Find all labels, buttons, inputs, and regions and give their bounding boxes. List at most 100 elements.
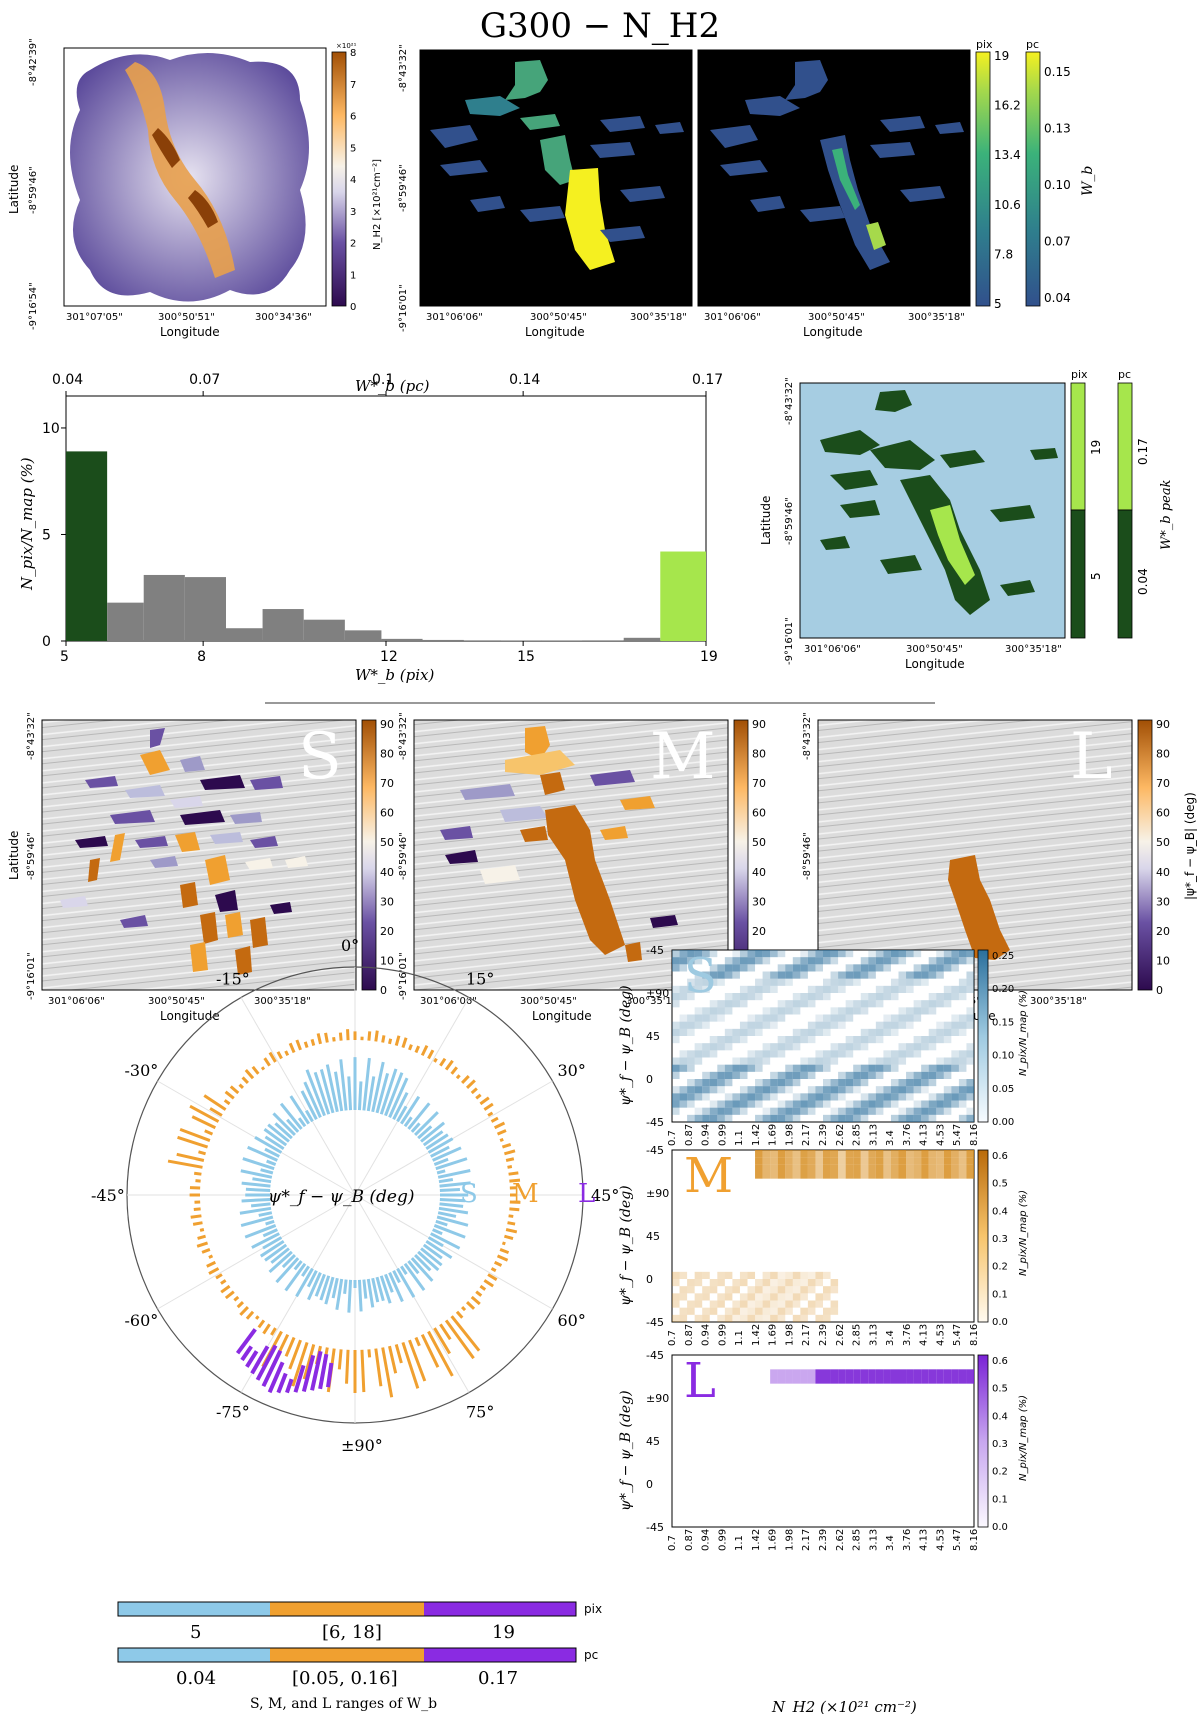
polar-bar-s-72 xyxy=(403,1116,413,1128)
histogram-top-tick-1: 0.07 xyxy=(189,372,220,388)
heatmap-0-cell xyxy=(694,1057,703,1065)
heatmap-0-ylabel: ψ*_f − ψ_B (deg) xyxy=(618,985,634,1106)
heatmap-0-cell xyxy=(823,1014,831,1022)
heatmap-2-cell xyxy=(906,1369,914,1377)
heatmap-1-cell xyxy=(936,1150,944,1158)
heatmap-0-cell xyxy=(921,1007,929,1015)
heatmap-2-cell xyxy=(815,1369,823,1377)
heatmap-0-cell xyxy=(838,978,846,986)
heatmap-1-cell xyxy=(702,1286,710,1294)
polar-bar-m-121 xyxy=(470,1295,481,1306)
polar-bar-s-77 xyxy=(420,1121,446,1143)
heatmap-0-cell xyxy=(785,978,793,986)
nh2-map-text: -8°42'39" -8°59'46" -9°16'54" Latitude 3… xyxy=(7,38,383,339)
sml-0-lon-tick-2: 300°35'18" xyxy=(254,996,311,1007)
heatmap-1-cell xyxy=(762,1164,771,1172)
heatmap-1-cell xyxy=(823,1157,831,1165)
heatmap-1-cell xyxy=(709,1279,718,1287)
heatmap-0-cell xyxy=(845,1086,854,1094)
heatmap-1-cell xyxy=(785,1271,793,1279)
heatmap-0-cell xyxy=(800,1064,808,1072)
polar-bar-s-39 xyxy=(264,1147,280,1158)
heatmap-1-cell xyxy=(853,1157,861,1165)
range-pc-l: 0.17 xyxy=(478,1668,518,1689)
polar-bar-m-79 xyxy=(414,1045,421,1054)
heatmap-0-cell xyxy=(679,985,688,993)
heatmap-0-cell xyxy=(694,1043,703,1051)
heatmap-2-cell xyxy=(928,1376,937,1384)
heatmap-0-cell xyxy=(853,1086,861,1094)
polar-bar-m-50 xyxy=(224,1090,235,1100)
heatmap-1-cell xyxy=(777,1150,786,1158)
polar-bar-l-12 xyxy=(240,1345,253,1362)
heatmap-0-cell xyxy=(883,1064,891,1072)
heatmap-0-cell xyxy=(943,1057,952,1065)
heatmap-0-cell xyxy=(838,1071,846,1079)
heatmap-1-cell xyxy=(845,1157,854,1165)
heatmap-0-cell xyxy=(921,1079,929,1087)
heatmap-0-cell xyxy=(777,964,786,972)
heatmap-0-xtick-6: 1.69 xyxy=(768,1124,779,1146)
heatmap-0-cell xyxy=(724,993,733,1001)
heatmap-2-ytick-0: -45 xyxy=(646,1349,664,1362)
heatmap-1-cell xyxy=(815,1300,823,1308)
heatmap-1-cell xyxy=(830,1279,839,1287)
polar-bar-m-12 xyxy=(270,1327,277,1336)
heatmap-0-cell xyxy=(906,1086,914,1094)
heatmap-0-cell xyxy=(958,1093,967,1101)
heatmap-0-cell xyxy=(687,1064,695,1072)
heatmap-0-cell xyxy=(770,1007,778,1015)
heatmap-0-cell xyxy=(709,1079,718,1087)
heatmap-0-cell xyxy=(739,1021,748,1029)
heatmap-0-cell xyxy=(928,1071,937,1079)
polar-bar-s-63 xyxy=(366,1076,376,1112)
heatmap-0-cell xyxy=(755,1028,763,1036)
heatmap-0-ytick-2: 45 xyxy=(646,1030,660,1043)
heatmap-0-cell xyxy=(913,1100,922,1108)
heatmap-1-cell xyxy=(755,1293,763,1301)
heatmap-1-cell xyxy=(898,1171,907,1179)
heatmap-0-cell xyxy=(762,1043,771,1051)
heatmap-0-cell xyxy=(906,1079,914,1087)
heatmap-0-cell xyxy=(921,1107,929,1115)
polar-bar-m-56 xyxy=(260,1066,266,1071)
heatmap-0-cell xyxy=(838,1079,846,1087)
heatmap-0-cell xyxy=(943,1100,952,1108)
heatmap-2-xtick-6: 1.69 xyxy=(768,1529,779,1551)
polar-bar-m-119 xyxy=(479,1284,487,1291)
polar-bar-m-6 xyxy=(302,1344,316,1380)
polar-bar-m-100 xyxy=(505,1157,515,1162)
heatmap-1-cell xyxy=(792,1286,801,1294)
heatmap-0-xtick-12: 3.13 xyxy=(868,1124,879,1146)
sml-label-l: L xyxy=(1070,720,1113,794)
heatmap-0-cell xyxy=(883,1021,891,1029)
heatmap-2-cell xyxy=(830,1376,839,1384)
range-pc-s: 0.04 xyxy=(176,1668,216,1689)
sml-2-cbar-tick-7: 20 xyxy=(1156,925,1170,938)
heatmap-0-cell xyxy=(906,1093,914,1101)
heatmap-1-cell xyxy=(777,1286,786,1294)
polar-bar-s-23 xyxy=(244,1224,277,1239)
heatmap-2-cell xyxy=(860,1369,869,1377)
heatmap-0-cell xyxy=(966,957,974,965)
heatmap-1-cell xyxy=(928,1171,937,1179)
heatmap-0-cell xyxy=(755,1100,763,1108)
heatmap-0-cell xyxy=(860,957,869,965)
heatmap-2-cell xyxy=(951,1376,959,1384)
heatmap-0-cell xyxy=(770,1050,778,1058)
heatmap-0-xtick-15: 4.13 xyxy=(919,1124,930,1146)
heatmap-2-cell xyxy=(868,1376,876,1384)
heatmap-2-cell xyxy=(770,1369,778,1377)
heatmap-0-cell xyxy=(724,1064,733,1072)
heatmap-0-cell xyxy=(815,1086,823,1094)
heatmap-0-cell xyxy=(672,1086,680,1094)
heatmap-1-cell xyxy=(800,1307,808,1315)
heatmap-1-xtick-6: 1.69 xyxy=(768,1324,779,1346)
polar-bar-m-20 xyxy=(224,1290,235,1300)
heatmap-1-cell xyxy=(868,1164,876,1172)
polar-bar-m-118 xyxy=(483,1279,494,1288)
heatmap-2-xtick-18: 8.16 xyxy=(969,1529,980,1551)
heatmap-0-cell xyxy=(694,1093,703,1101)
polar-bar-l-4 xyxy=(293,1364,306,1393)
